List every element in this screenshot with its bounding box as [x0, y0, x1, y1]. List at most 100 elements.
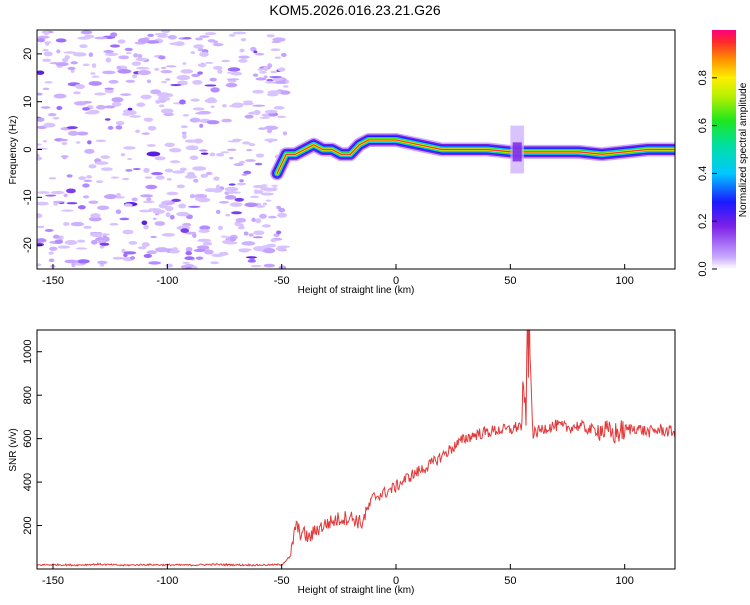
noise-blob [129, 256, 136, 260]
noise-blob [199, 123, 204, 128]
noise-blob [151, 171, 163, 176]
noise-blob [270, 184, 279, 187]
noise-blob [244, 202, 258, 208]
noise-blob [189, 117, 201, 123]
noise-blob [245, 256, 258, 259]
noise-blob [278, 207, 286, 213]
noise-blob [94, 161, 109, 165]
noise-blob [263, 248, 276, 254]
noise-blob [205, 171, 213, 176]
noise-blob [162, 200, 170, 203]
noise-blob [112, 256, 123, 260]
noise-blob [110, 32, 118, 37]
noise-blob [255, 218, 262, 224]
noise-blob [104, 52, 119, 56]
noise-blob [252, 104, 266, 107]
noise-blob [158, 97, 171, 102]
noise-blob [250, 46, 257, 52]
noise-blob [215, 184, 221, 190]
noise-blob [259, 71, 267, 74]
noise-blob [282, 131, 288, 136]
noise-blob [272, 186, 278, 191]
noise-blob [61, 141, 68, 146]
noise-blob [185, 246, 193, 252]
noise-blob [43, 51, 53, 57]
heatmap-x-tick-label: 0 [393, 275, 399, 287]
noise-blob [160, 69, 173, 74]
noise-blob [45, 194, 57, 197]
noise-blob [193, 138, 204, 144]
noise-blob [198, 229, 210, 233]
noise-blob [40, 106, 51, 109]
noise-blob [213, 176, 220, 181]
noise-blob [197, 71, 203, 75]
noise-blob [136, 102, 146, 107]
noise-blob [127, 107, 133, 111]
noise-blob [160, 108, 174, 114]
noise-blob [37, 70, 45, 75]
noise-blob [61, 57, 69, 63]
noise-blob [243, 231, 249, 236]
noise-blob [156, 35, 169, 38]
noise-blob [271, 40, 281, 44]
noise-blob [226, 236, 231, 241]
noise-blob [66, 188, 76, 194]
noise-blob [193, 44, 204, 49]
noise-blob [234, 197, 244, 202]
noise-blob [126, 110, 137, 116]
colorbar-tick-label: 0.0 [697, 261, 709, 276]
noise-blob [122, 229, 134, 235]
heatmap-x-axis: -150 -100 -50 0 50 100 [42, 264, 634, 287]
noise-blob [154, 156, 166, 161]
noise-blob [245, 149, 253, 152]
snr-series [37, 330, 675, 567]
noise-blob [140, 194, 154, 198]
noise-blob [199, 35, 210, 38]
noise-blob [132, 168, 141, 171]
noise-blob [56, 49, 61, 54]
noise-blob [58, 138, 69, 142]
noise-blob [37, 125, 47, 130]
noise-blob [160, 66, 167, 69]
noise-blob [217, 69, 223, 74]
noise-blob [154, 67, 160, 71]
noise-blob [146, 197, 152, 202]
noise-blob [174, 41, 185, 47]
noise-blob [137, 37, 150, 44]
noise-blob [238, 249, 250, 253]
noise-blob [99, 263, 105, 267]
noise-blob [83, 179, 93, 182]
noise-blob [158, 203, 168, 209]
noise-blob [37, 263, 42, 267]
noise-blob [241, 173, 248, 176]
noise-blob [277, 67, 286, 72]
noise-blob [197, 197, 211, 203]
noise-blob [244, 114, 254, 119]
noise-blob [119, 217, 130, 221]
noise-blob [276, 205, 281, 210]
noise-blob [100, 167, 113, 171]
noise-blob [169, 249, 181, 254]
noise-blob [147, 33, 154, 37]
noise-blob [105, 57, 112, 63]
noise-blob [192, 166, 207, 171]
ridge-artifact-core [512, 142, 522, 162]
noise-blob [75, 141, 81, 144]
noise-blob [57, 245, 71, 249]
noise-blob [169, 214, 175, 220]
noise-blob [83, 195, 90, 199]
noise-blob [49, 246, 58, 251]
noise-blob [234, 221, 241, 227]
noise-blob [253, 184, 264, 189]
noise-blob [164, 205, 174, 212]
noise-blob [248, 233, 254, 237]
noise-blob [264, 138, 278, 142]
heatmap-y-tick-label: 10 [22, 96, 34, 108]
noise-blob [43, 41, 52, 44]
noise-blob [259, 116, 271, 119]
noise-blob [181, 131, 187, 135]
colorbar-gradient [712, 30, 736, 269]
noise-blob [70, 221, 84, 227]
noise-blob [199, 51, 209, 57]
